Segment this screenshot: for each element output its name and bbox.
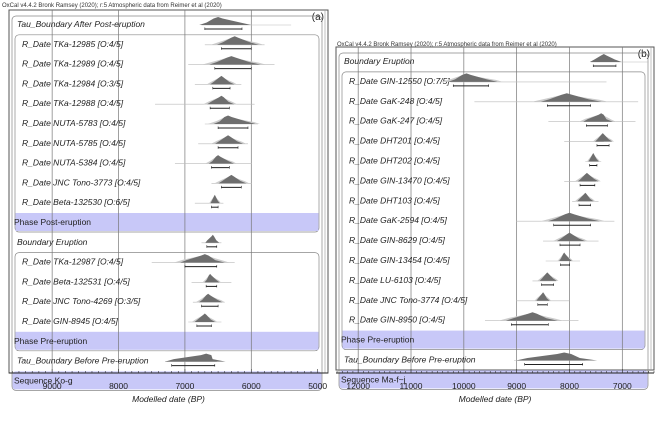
date-label: R_Date NUTA-5384 [O:4/5] (22, 158, 126, 168)
posterior-distribution (588, 153, 599, 162)
phase-box (14, 34, 320, 233)
x-tick-label: 8000 (109, 381, 128, 391)
sequence-box (338, 52, 649, 390)
date-label: R_Date GIN-12550 [O:7/5] (349, 76, 450, 86)
posterior-distribution (589, 54, 622, 62)
sequence-label: Sequence Ma-f~j (341, 374, 406, 384)
date-label: R_Date DHT103 [O:4/5] (349, 195, 440, 205)
boundary-label: Boundary Eruption (17, 237, 88, 247)
date-label: R_Date JNC Tono-3773 [O:4/5] (22, 177, 141, 187)
date-label: R_Date JNC Tono-3774 [O:4/5] (349, 295, 468, 305)
x-tick-label: 7000 (613, 381, 632, 391)
posterior-distribution (210, 75, 235, 85)
posterior-distribution (209, 56, 261, 65)
date-label: R_Date GIN-8950 [O:4/5] (349, 315, 446, 325)
sequence-box (11, 15, 323, 391)
boundary-label: Tau_Boundary Before Pre-eruption (17, 356, 149, 366)
date-label: R_Date LU-6103 [O:4/5] (349, 275, 441, 285)
posterior-distribution (540, 93, 602, 102)
date-label: R_Date TKa-12989 [O:4/5] (22, 59, 124, 69)
date-label: R_Date GIN-8945 [O:4/5] (22, 316, 119, 326)
x-tick-label: 6000 (242, 381, 261, 391)
date-label: R_Date NUTA-5783 [O:4/5] (22, 118, 126, 128)
date-label: R_Date GIN-13454 [O:4/5] (349, 255, 450, 265)
x-tick-label: 8000 (560, 381, 579, 391)
posterior-distribution (194, 313, 216, 322)
sequence-band (12, 371, 322, 390)
sequence-band (339, 370, 648, 389)
sequence-label: Sequence Ko-g (14, 375, 73, 385)
boundary-label: Tau_Boundary Before Pre-eruption (344, 355, 476, 365)
posterior-distribution (595, 133, 613, 142)
posterior-distribution (556, 232, 586, 242)
x-tick-label: 7000 (175, 381, 194, 391)
date-label: R_Date DHT201 [O:4/5] (349, 136, 440, 146)
posterior-distribution (215, 135, 243, 144)
date-label: R_Date Beta-132531 [O:4/5] (22, 276, 130, 286)
phase-band (15, 331, 319, 350)
date-label: R_Date GIN-8629 [O:4/5] (349, 235, 446, 245)
posterior-distribution (577, 192, 594, 202)
posterior-distribution (210, 194, 220, 204)
posterior-distribution (207, 95, 235, 105)
plot-frame (8, 9, 329, 374)
x-tick-label: 5000 (308, 381, 327, 391)
date-label: R_Date TKa-12988 [O:4/5] (22, 98, 124, 108)
posterior-distribution (539, 272, 557, 281)
date-label: R_Date TKa-12985 [O:4/5] (22, 39, 124, 49)
posterior-distribution (204, 273, 220, 283)
x-tick-label: 9000 (43, 381, 62, 391)
x-tick-label: 12000 (346, 381, 370, 391)
posterior-distribution (218, 174, 247, 184)
date-label: R_Date GIN-13470 [O:4/5] (349, 175, 450, 185)
posterior-distribution (515, 352, 598, 361)
posterior-distribution (577, 172, 599, 182)
posterior-distribution (447, 73, 498, 82)
date-label: R_Date TKa-12984 [O:3/5] (22, 78, 124, 88)
date-label: R_Date NUTA-5785 [O:4/5] (22, 138, 126, 148)
date-label: R_Date GaK-2594 [O:4/5] (349, 215, 447, 225)
panel-tag: (a) (312, 12, 324, 23)
boundary-label: Tau_Boundary After Post-eruption (17, 19, 145, 29)
panel-tag: (b) (638, 49, 650, 60)
x-axis-label: Modelled date (BP) (132, 394, 205, 404)
posterior-distribution (208, 155, 234, 164)
date-label: R_Date GaK-247 [O:4/5] (349, 116, 443, 126)
x-tick-label: 10000 (452, 381, 476, 391)
x-tick-label: 11000 (400, 381, 423, 391)
posterior-distribution (559, 252, 572, 261)
phase-band (15, 213, 319, 231)
posterior-distribution (583, 113, 613, 122)
x-tick-label: 9000 (507, 381, 526, 391)
date-label: R_Date JNC Tono-4269 [O:3/5] (22, 296, 141, 306)
posterior-distribution (548, 212, 600, 222)
date-label: R_Date GaK-248 [O:4/5] (349, 96, 443, 106)
posterior-distribution (216, 36, 259, 45)
posterior-distribution (199, 293, 223, 303)
date-label: R_Date Beta-132530 [O:6/5] (22, 197, 130, 207)
phase-label: Phase Pre-eruption (341, 335, 415, 345)
posterior-distribution (180, 254, 225, 263)
phase-label: Phase Post-eruption (14, 217, 91, 227)
chart-header: OxCal v4.4.2 Bronk Ramsey (2020); r:5 At… (337, 42, 557, 48)
x-axis-label: Modelled date (BP) (459, 394, 532, 404)
posterior-distribution (205, 234, 220, 243)
panel-b: OxCal v4.4.2 Bronk Ramsey (2020); r:5 At… (335, 42, 655, 404)
phase-label: Phase Pre-eruption (14, 336, 88, 346)
posterior-distribution (199, 17, 252, 25)
boundary-label: Boundary Eruption (344, 56, 415, 66)
posterior-distribution (505, 312, 558, 321)
phase-box (14, 252, 320, 352)
posterior-distribution (165, 353, 226, 362)
date-label: R_Date TKa-12987 [O:4/5] (22, 257, 124, 267)
phase-band (342, 330, 645, 349)
posterior-distribution (213, 115, 256, 124)
phase-box (341, 71, 646, 350)
date-label: R_Date DHT202 [O:4/5] (349, 156, 440, 166)
posterior-distribution (536, 292, 550, 301)
chart-header: OxCal v4.4.2 Bronk Ramsey (2020); r:5 At… (2, 3, 222, 9)
panel-a: OxCal v4.4.2 Bronk Ramsey (2020); r:5 At… (2, 3, 329, 404)
